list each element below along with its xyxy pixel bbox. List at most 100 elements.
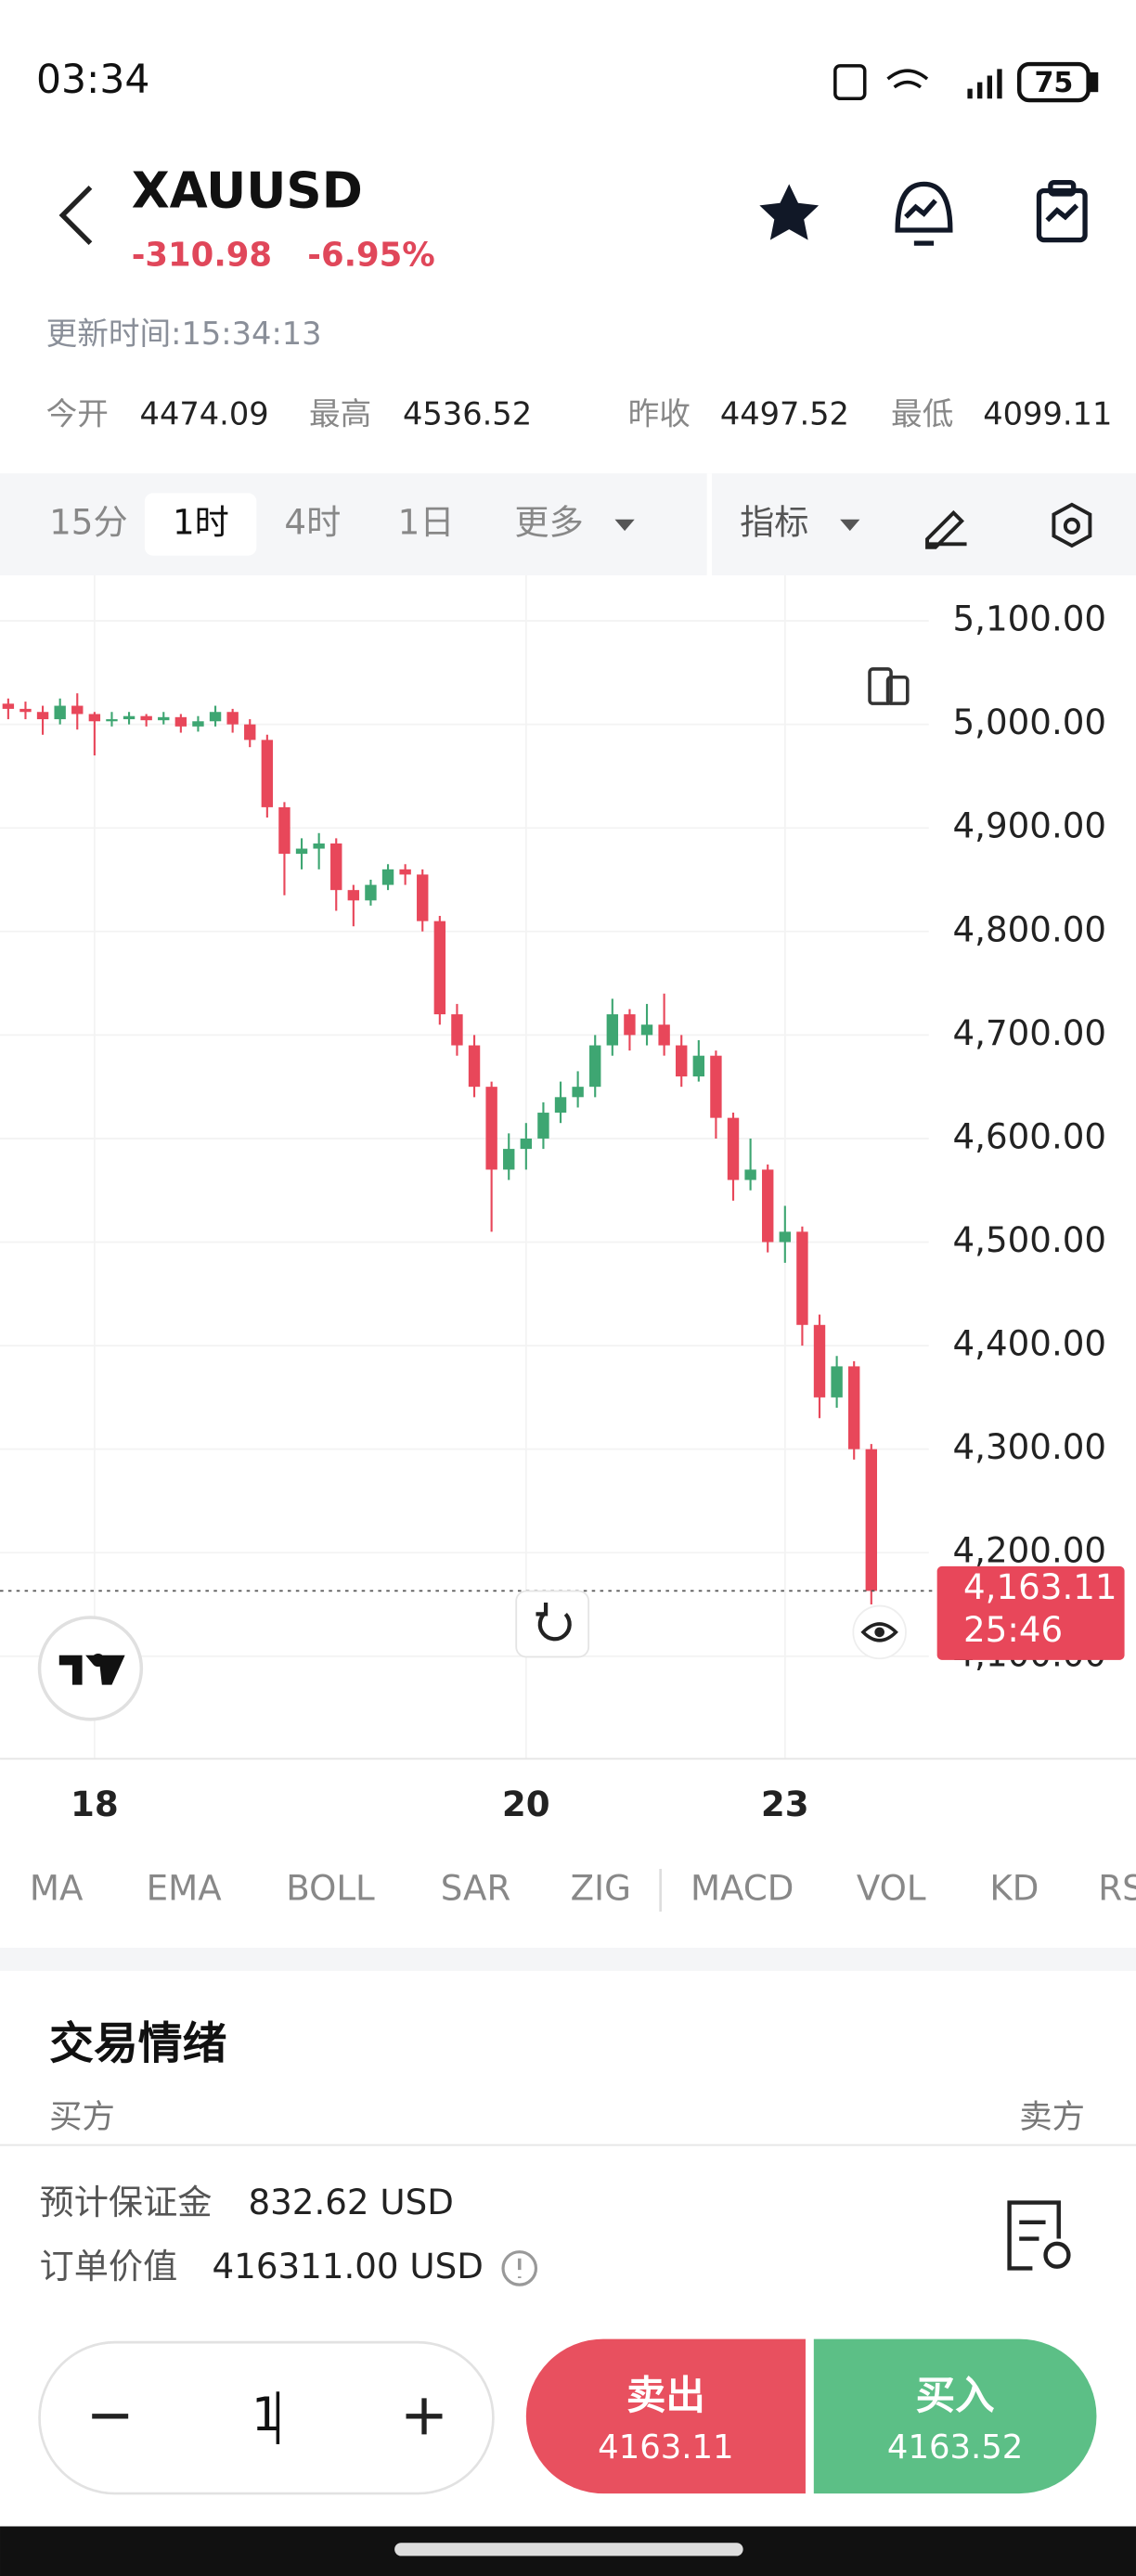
indicator-tab[interactable]: KD xyxy=(989,1868,1039,1909)
symbol: XAUUSD xyxy=(132,162,363,220)
candle-body xyxy=(796,1231,808,1325)
tv-logo[interactable] xyxy=(37,1616,144,1721)
fullscreen-button[interactable] xyxy=(868,667,910,705)
indicator-tab[interactable]: BOLL xyxy=(286,1868,375,1909)
eye-pupil xyxy=(874,1627,884,1638)
y-tick-label: 4,200.00 xyxy=(952,1530,1106,1571)
timeframe-tab[interactable]: 1日 xyxy=(398,502,455,543)
candle-body xyxy=(676,1045,688,1077)
y-tick-label: 4,700.00 xyxy=(952,1012,1106,1053)
candle-body xyxy=(468,1045,481,1088)
x-tick-label: 20 xyxy=(502,1784,550,1824)
candle-body xyxy=(106,719,118,722)
dropdown-arrow xyxy=(840,519,860,532)
candle-body xyxy=(54,705,66,720)
candle-body xyxy=(88,714,101,722)
indicator-tab[interactable]: SAR xyxy=(441,1868,511,1909)
dropdown-arrow xyxy=(614,519,635,532)
candle-body xyxy=(209,712,222,722)
candle-body xyxy=(762,1169,774,1243)
reset-button[interactable] xyxy=(515,1590,590,1658)
indicator-tab[interactable]: MACD xyxy=(691,1868,794,1909)
countdown: 25:46 xyxy=(963,1609,1063,1650)
stat-label: 今开 xyxy=(46,396,109,432)
y-tick-label: 4,800.00 xyxy=(952,908,1106,949)
timeframe-tab[interactable]: 1时 xyxy=(173,502,229,543)
candle-body xyxy=(813,1324,826,1397)
candle-body xyxy=(2,703,15,709)
timeframe-tab[interactable]: 4时 xyxy=(284,502,341,543)
tv-logo-mark xyxy=(58,1653,125,1685)
price-change-pct: -6.95% xyxy=(307,236,435,274)
timeframe-tab[interactable]: 更多 xyxy=(514,502,583,543)
candle-body xyxy=(140,715,152,721)
candle-body xyxy=(451,1014,463,1046)
margin-value: 832.62 USD xyxy=(248,2182,453,2222)
buy-button[interactable] xyxy=(813,2338,1097,2494)
buy-label: 买入 xyxy=(916,2374,995,2419)
indicator-tab[interactable]: ZIG xyxy=(571,1868,631,1909)
candle-body xyxy=(174,716,187,727)
indicator-button[interactable]: 指标 xyxy=(740,502,808,543)
order-settings-button[interactable] xyxy=(1007,2200,1071,2271)
y-tick-label: 4,300.00 xyxy=(952,1426,1106,1467)
indicator-tab[interactable]: EMA xyxy=(147,1868,223,1909)
info-icon[interactable] xyxy=(501,2250,538,2286)
timeframe-tab[interactable]: 15分 xyxy=(49,502,128,543)
y-tick-label: 4,500.00 xyxy=(952,1219,1106,1260)
candle-body xyxy=(865,1449,878,1591)
candle-body xyxy=(365,884,377,901)
candle-body xyxy=(692,1055,705,1077)
indicator-tab[interactable]: RSI xyxy=(1098,1868,1136,1909)
buy-price: 4163.52 xyxy=(887,2428,1023,2467)
increase-button[interactable] xyxy=(406,2398,443,2435)
draw-button[interactable] xyxy=(925,509,967,549)
candle-body xyxy=(744,1169,756,1180)
quantity-input[interactable] xyxy=(38,2340,495,2495)
candle-body xyxy=(433,921,446,1015)
current-price-label: 4,163.11 xyxy=(963,1566,1117,1607)
timeframe-active xyxy=(144,493,257,556)
stat-value: 4536.52 xyxy=(403,396,532,432)
candle-body xyxy=(347,890,360,901)
indicator-tab[interactable]: VOL xyxy=(857,1868,926,1909)
notes-button[interactable] xyxy=(1036,179,1088,243)
candle-body xyxy=(658,1024,670,1046)
price-tag xyxy=(936,1565,1125,1660)
buyer-label: 买方 xyxy=(49,2098,115,2136)
order-value: 416311.00 USD xyxy=(213,2246,484,2286)
sell-button[interactable] xyxy=(525,2338,806,2494)
candle-body xyxy=(537,1113,549,1139)
eye-icon xyxy=(860,1622,898,1642)
settings-button[interactable] xyxy=(1052,502,1092,548)
candle-body xyxy=(244,724,256,741)
home-indicator xyxy=(394,2543,743,2557)
candle-body xyxy=(295,848,308,855)
candle-body xyxy=(192,721,204,727)
x-tick-label: 23 xyxy=(761,1784,809,1824)
order-value-label: 订单价值 xyxy=(40,2246,178,2286)
candle-body xyxy=(848,1366,860,1449)
section-separator xyxy=(0,1948,1136,1971)
candle-body xyxy=(417,874,429,921)
candle-body xyxy=(640,1024,653,1036)
alert-button[interactable] xyxy=(895,181,953,246)
candle-body xyxy=(606,1014,619,1046)
chart: 4,100.004,200.004,300.004,400.004,500.00… xyxy=(0,574,1125,1824)
candle-body xyxy=(503,1149,515,1170)
x-tick-label: 18 xyxy=(71,1784,119,1824)
favorite-button[interactable] xyxy=(759,184,820,240)
stat-value: 4474.09 xyxy=(140,396,269,432)
back-button[interactable] xyxy=(58,186,93,246)
update-time: 更新时间:15:34:13 xyxy=(46,316,322,352)
candle-body xyxy=(572,1087,584,1098)
candle-body xyxy=(779,1231,792,1243)
candle-body xyxy=(71,705,84,715)
candle-body xyxy=(123,715,136,720)
status-time: 03:34 xyxy=(36,58,149,103)
indicator-tab[interactable]: MA xyxy=(30,1868,84,1909)
stat-value: 4099.11 xyxy=(983,396,1112,432)
candle-body xyxy=(158,716,170,721)
